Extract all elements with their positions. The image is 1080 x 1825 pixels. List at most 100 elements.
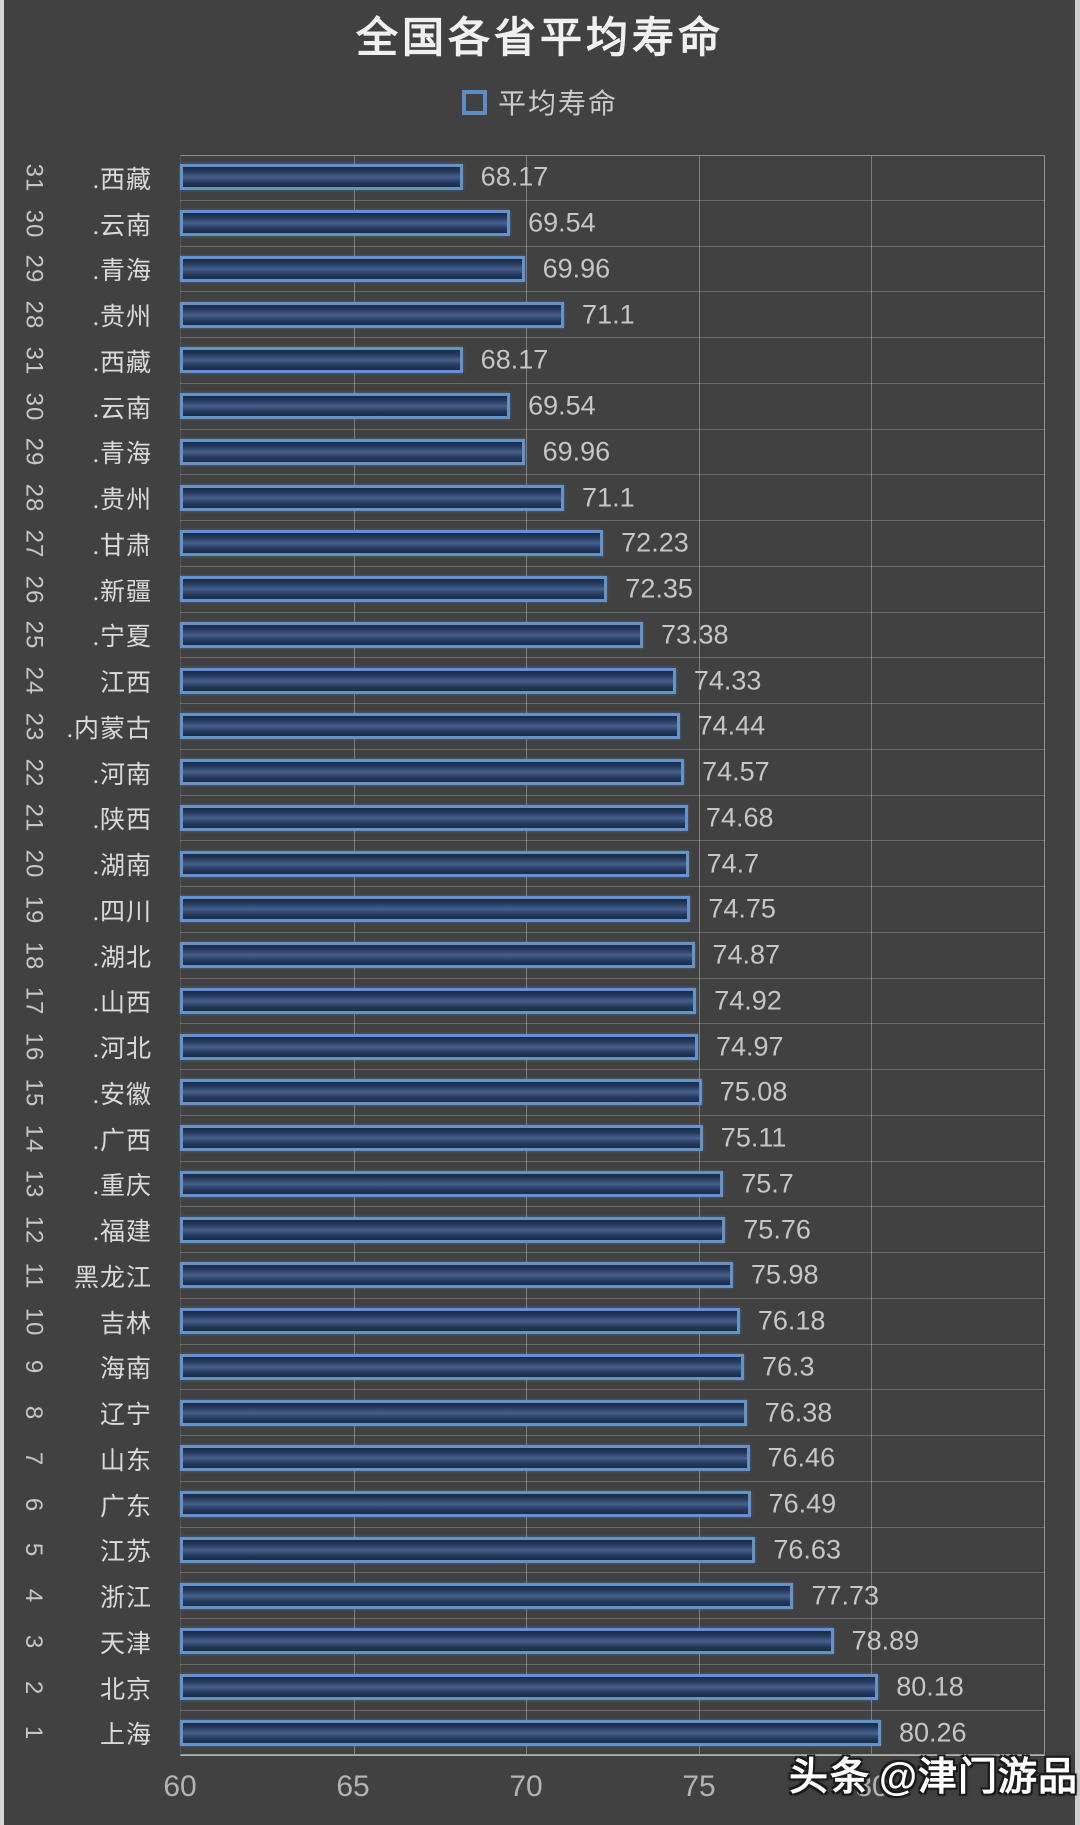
bar-row: 31 .西藏 68.17 bbox=[0, 155, 1080, 201]
bar bbox=[180, 1719, 881, 1746]
bar-track: 75.98 bbox=[180, 1253, 1045, 1299]
bar-row: 29 .青海 69.96 bbox=[0, 430, 1080, 476]
value-label: 76.38 bbox=[764, 1397, 833, 1428]
bar bbox=[180, 1399, 747, 1426]
value-label: 77.73 bbox=[811, 1580, 880, 1611]
legend: 平均寿命 bbox=[0, 82, 1080, 122]
watermark-logo: 头条 bbox=[788, 1756, 871, 1799]
province-label: 上海 bbox=[99, 1722, 152, 1750]
province-label: 海南 bbox=[99, 1356, 152, 1384]
bar-row: 19 .四川 74.75 bbox=[0, 887, 1080, 933]
bar-row: 20 .湖南 74.7 bbox=[0, 841, 1080, 887]
bar-row: 11 黑龙江 75.98 bbox=[0, 1253, 1080, 1299]
bar bbox=[180, 759, 685, 786]
province-label: 黑龙江 bbox=[73, 1264, 152, 1292]
bar-track: 80.18 bbox=[180, 1665, 1045, 1711]
value-label: 72.35 bbox=[625, 573, 693, 604]
bar-row: 12 .福建 75.76 bbox=[0, 1207, 1080, 1253]
bar-row: 13 .重庆 75.7 bbox=[0, 1162, 1080, 1208]
bar bbox=[180, 987, 697, 1014]
page-edge-right bbox=[1075, 0, 1080, 1825]
province-label: .贵州 bbox=[92, 487, 152, 515]
value-label: 75.08 bbox=[719, 1076, 788, 1107]
watermark: 头条 @津门游品 bbox=[789, 1746, 1078, 1802]
bar bbox=[180, 164, 463, 191]
province-label: 天津 bbox=[99, 1630, 152, 1658]
value-label: 69.54 bbox=[528, 390, 596, 421]
bar bbox=[180, 896, 691, 923]
bar bbox=[180, 484, 565, 511]
bar-track: 71.1 bbox=[180, 475, 1045, 521]
bar bbox=[180, 1353, 744, 1380]
bar bbox=[180, 1628, 834, 1655]
province-label: 江苏 bbox=[99, 1539, 152, 1567]
value-label: 76.63 bbox=[773, 1534, 841, 1565]
value-label: 76.3 bbox=[761, 1351, 815, 1382]
value-label: 75.98 bbox=[750, 1259, 819, 1290]
bar-track: 76.38 bbox=[180, 1390, 1045, 1436]
bar bbox=[180, 667, 676, 694]
value-label: 74.87 bbox=[712, 939, 781, 970]
province-label: .青海 bbox=[92, 258, 152, 286]
bar-row: 6 广东 76.49 bbox=[0, 1482, 1080, 1528]
bar bbox=[180, 1491, 751, 1518]
bar-row: 1 上海 80.26 bbox=[0, 1711, 1080, 1757]
bar-row: 31 .西藏 68.17 bbox=[0, 338, 1080, 384]
province-label: .宁夏 bbox=[92, 624, 152, 652]
bar-row: 28 .贵州 71.1 bbox=[0, 475, 1080, 521]
chart-title: 全国各省平均寿命 bbox=[355, 16, 724, 62]
bar-row: 10 吉林 76.18 bbox=[0, 1299, 1080, 1345]
bar-row: 9 海南 76.3 bbox=[0, 1345, 1080, 1391]
bar-row: 30 .云南 69.54 bbox=[0, 384, 1080, 430]
province-label: .湖南 bbox=[92, 853, 152, 881]
value-label: 69.96 bbox=[542, 253, 611, 284]
bar-row: 15 .安徽 75.08 bbox=[0, 1070, 1080, 1116]
bar-row: 29 .青海 69.96 bbox=[0, 247, 1080, 293]
bar bbox=[180, 1033, 698, 1060]
value-label: 72.23 bbox=[621, 527, 689, 558]
value-label: 74.57 bbox=[702, 756, 770, 787]
bar-track: 76.63 bbox=[180, 1528, 1045, 1574]
bar bbox=[180, 850, 689, 877]
bar bbox=[180, 393, 511, 420]
bar-track: 69.96 bbox=[180, 430, 1045, 476]
bar-track: 74.97 bbox=[180, 1024, 1045, 1070]
bar-track: 80.26 bbox=[180, 1711, 1045, 1757]
bar bbox=[180, 942, 695, 969]
bar-track: 72.35 bbox=[180, 567, 1045, 613]
value-label: 74.92 bbox=[714, 985, 782, 1016]
bar-row: 27 .甘肃 72.23 bbox=[0, 521, 1080, 567]
bar bbox=[180, 1582, 794, 1609]
province-label: .重庆 bbox=[92, 1173, 152, 1201]
province-label: 广东 bbox=[99, 1493, 152, 1521]
province-label: .安徽 bbox=[92, 1081, 152, 1109]
value-label: 71.1 bbox=[582, 299, 635, 330]
province-label: .陕西 bbox=[92, 807, 152, 835]
bar-track: 74.7 bbox=[180, 841, 1045, 887]
bar-track: 75.7 bbox=[180, 1162, 1045, 1208]
bar-row: 4 浙江 77.73 bbox=[0, 1573, 1080, 1619]
bar-row: 18 .湖北 74.87 bbox=[0, 933, 1080, 979]
bar-row: 24 江西 74.33 bbox=[0, 658, 1080, 704]
province-label: .河北 bbox=[92, 1036, 152, 1064]
province-label: 浙江 bbox=[99, 1585, 152, 1613]
bar-row: 17 .山西 74.92 bbox=[0, 979, 1080, 1025]
bar bbox=[180, 1536, 756, 1563]
watermark-handle: @津门游品 bbox=[878, 1756, 1078, 1799]
bar bbox=[180, 1216, 726, 1243]
province-label: 北京 bbox=[99, 1676, 152, 1704]
value-label: 76.46 bbox=[767, 1442, 836, 1473]
bar-track: 74.33 bbox=[180, 658, 1045, 704]
bar-row: 7 山东 76.46 bbox=[0, 1436, 1080, 1482]
bar bbox=[180, 1079, 702, 1106]
bar bbox=[180, 804, 688, 831]
bar-track: 78.89 bbox=[180, 1619, 1045, 1665]
bar-track: 76.3 bbox=[180, 1345, 1045, 1391]
legend-label: 平均寿命 bbox=[497, 89, 618, 120]
value-label: 74.44 bbox=[697, 710, 766, 741]
bar bbox=[180, 1308, 740, 1335]
bar-row: 2 北京 80.18 bbox=[0, 1665, 1080, 1711]
province-label: .云南 bbox=[92, 212, 152, 240]
value-label: 75.7 bbox=[741, 1168, 794, 1199]
bar-track: 73.38 bbox=[180, 613, 1045, 659]
